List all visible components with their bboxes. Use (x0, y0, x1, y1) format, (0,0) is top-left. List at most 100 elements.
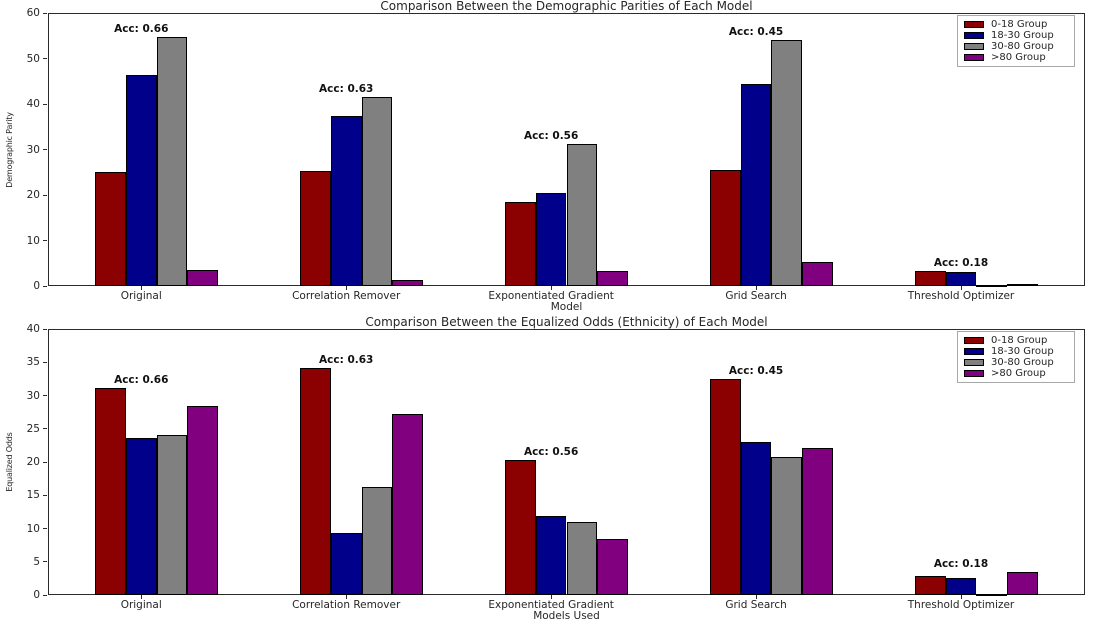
y-tick-label: 25 (26, 422, 40, 435)
bar-30-80-group-3 (566, 144, 598, 286)
y-tick-label: 40 (26, 323, 40, 335)
x-tick-mark (346, 595, 348, 599)
bar-30-80-group-4 (771, 40, 803, 286)
legend-row: 0-18 Group (964, 336, 1067, 346)
y-tick-label: 35 (26, 356, 40, 369)
legend-row: >80 Group (964, 368, 1067, 379)
bar--80-group-4 (802, 448, 833, 595)
bar--80-group-1 (187, 270, 219, 286)
x-axis-label: Model (550, 301, 583, 313)
bar--80-group-4 (802, 261, 833, 286)
accuracy-annotation: Acc: 0.56 (523, 446, 579, 458)
legend-row: 18-30 Group (964, 347, 1067, 357)
accuracy-annotation: Acc: 0.63 (319, 82, 374, 95)
legend-row: 30-80 Group (964, 41, 1067, 52)
legend-swatch-icon (964, 43, 984, 50)
bar--80-group-5 (1007, 283, 1038, 286)
x-tick-mark (756, 595, 758, 599)
legend-label: 18-30 Group (991, 30, 1054, 41)
bar-0-18-group-4 (709, 378, 741, 595)
legend-row: >80 Group (964, 52, 1067, 63)
accuracy-annotation: Acc: 0.66 (114, 22, 169, 35)
accuracy-annotation: Acc: 0.63 (319, 354, 374, 367)
legend-swatch-icon (964, 32, 984, 39)
x-category-label: Exponentiated Gradient (488, 599, 614, 611)
y-tick-label: 20 (26, 189, 40, 201)
y-tick-label: 20 (26, 456, 40, 468)
legend-swatch-icon (964, 359, 984, 366)
legend-label: >80 Group (991, 52, 1046, 63)
accuracy-annotation: Acc: 0.45 (728, 364, 784, 377)
bar-30-80-group-2 (361, 96, 393, 286)
legend-swatch-icon (964, 21, 984, 28)
bar-30-80-group-5 (976, 594, 1008, 596)
y-tick-label: 15 (26, 489, 40, 502)
accuracy-annotation: Acc: 0.18 (933, 558, 989, 571)
bar-0-18-group-5 (914, 576, 946, 595)
bar-0-18-group-4 (709, 169, 741, 286)
accuracy-annotation: Acc: 0.56 (523, 130, 579, 143)
y-tick-label: 30 (26, 389, 40, 402)
legend-label: 0-18 Group (991, 19, 1048, 30)
accuracy-annotation: Acc: 0.18 (933, 256, 989, 269)
y-axis-label: Equalized Odds (5, 432, 14, 492)
bar-18-30-group-3 (535, 192, 567, 286)
bar-30-80-group-2 (361, 486, 393, 595)
y-tick-mark (43, 58, 47, 59)
bar-18-30-group-1 (125, 438, 157, 595)
y-tick-mark (43, 12, 47, 14)
x-tick-mark (346, 286, 348, 290)
y-tick-mark (43, 285, 47, 287)
legend-label: 30-80 Group (991, 41, 1054, 52)
legend: 0-18 Group 18-30 Group 30-80 Group >80 Grou… (957, 15, 1075, 67)
bar-18-30-group-2 (330, 533, 362, 595)
bar-30-80-group-1 (156, 435, 188, 595)
y-tick-mark (43, 528, 47, 529)
x-category-label: Exponentiated Gradient (488, 290, 614, 302)
y-tick-mark (43, 428, 47, 430)
bar-30-80-group-4 (771, 456, 803, 595)
y-tick-mark (43, 149, 47, 150)
bar--80-group-5 (1007, 572, 1038, 595)
y-tick-mark (43, 395, 47, 396)
y-tick-label: 50 (26, 52, 40, 65)
bar-18-30-group-1 (125, 75, 157, 286)
x-category-label: Original (120, 599, 162, 611)
bar--80-group-2 (392, 414, 424, 595)
y-tick-mark (43, 494, 47, 496)
legend-label: >80 Group (991, 368, 1046, 379)
y-tick-mark (43, 103, 47, 105)
y-tick-label: 40 (26, 98, 40, 110)
bar-30-80-group-5 (976, 285, 1008, 287)
y-tick-label: 10 (26, 234, 40, 247)
x-category-label: Correlation Remover (292, 599, 401, 611)
x-tick-mark (961, 286, 962, 290)
legend-label: 30-80 Group (991, 357, 1054, 368)
bar-18-30-group-4 (740, 442, 772, 595)
legend-row: 18-30 Group (964, 30, 1067, 41)
chart-title: Comparison Between the Demographic Parit… (380, 0, 753, 13)
x-axis-label: Models Used (533, 610, 600, 622)
y-tick-label: 60 (26, 7, 40, 19)
y-tick-label: 30 (26, 143, 40, 156)
x-category-label: Threshold Optimizer (907, 290, 1015, 302)
y-tick-mark (43, 194, 47, 196)
x-tick-mark (756, 286, 758, 290)
x-tick-mark (141, 595, 143, 599)
legend-swatch-icon (964, 337, 984, 344)
x-tick-mark (141, 286, 143, 290)
y-tick-mark (43, 561, 47, 563)
legend-swatch-icon (964, 54, 984, 61)
x-category-label: Threshold Optimizer (907, 599, 1015, 611)
y-tick-mark (43, 240, 47, 241)
bar--80-group-3 (597, 539, 628, 595)
bar-0-18-group-1 (95, 387, 126, 595)
bar--80-group-3 (597, 271, 628, 286)
bar-0-18-group-3 (505, 202, 536, 286)
bar-0-18-group-2 (300, 170, 331, 286)
bar--80-group-1 (187, 406, 219, 595)
x-tick-mark (551, 595, 553, 599)
